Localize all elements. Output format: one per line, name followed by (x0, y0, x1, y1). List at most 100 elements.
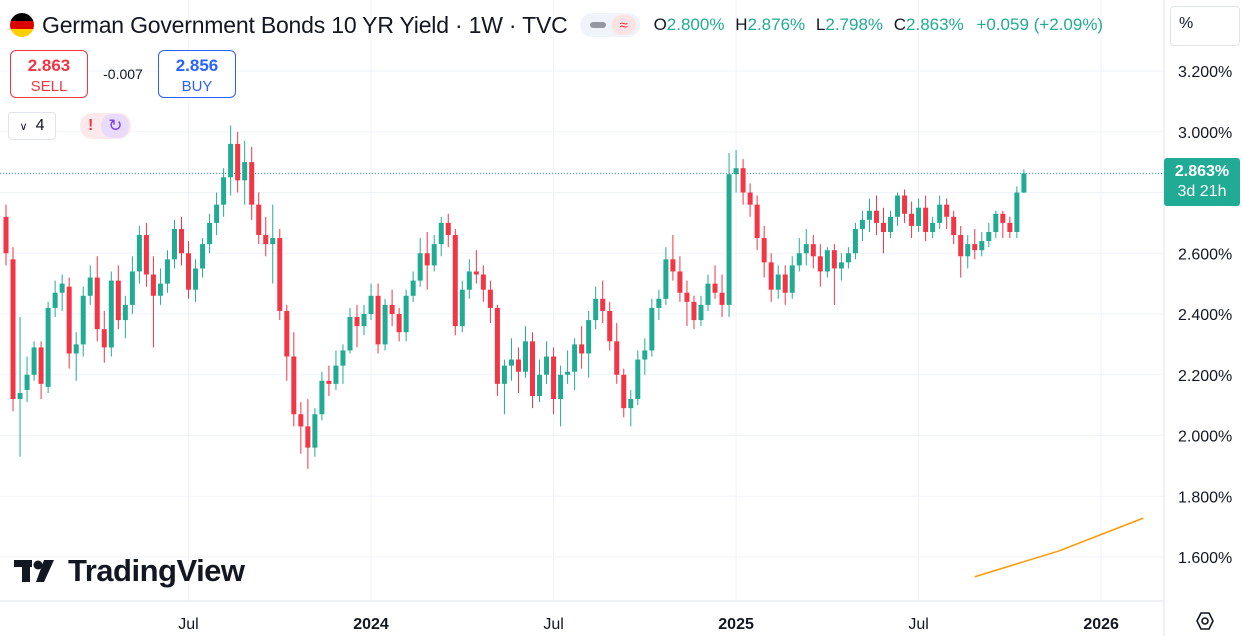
candle-body (424, 253, 430, 266)
candle-body (52, 292, 58, 308)
candle (930, 216, 936, 239)
candle (747, 183, 753, 217)
status-badges[interactable]: ! ↻ (80, 113, 132, 139)
minus-icon[interactable] (589, 22, 606, 28)
candle (677, 256, 683, 302)
candle-body (775, 274, 781, 290)
candle (445, 213, 451, 248)
candle (614, 323, 620, 384)
sell-button[interactable]: 2.863 SELL (10, 50, 88, 98)
time-tick-label: 2026 (1083, 616, 1119, 633)
candle-body (157, 283, 163, 296)
candle (740, 159, 746, 205)
candle-body (824, 250, 830, 272)
time-tick-label: Jul (908, 616, 928, 633)
candle-body (691, 301, 697, 321)
candle (796, 238, 802, 272)
candle (501, 359, 507, 415)
candle-body (649, 307, 655, 351)
candle (628, 389, 634, 427)
candle-body (396, 314, 402, 333)
exclamation-icon[interactable]: ! (88, 117, 94, 134)
candle (424, 231, 430, 290)
candle-body (501, 365, 507, 384)
candle-body (628, 399, 634, 409)
candle (101, 310, 107, 363)
candle (1007, 216, 1013, 239)
flag-stripe-gold (10, 29, 34, 37)
spread-value: -0.007 (103, 66, 143, 82)
candle-body (522, 341, 528, 372)
candle-body (438, 222, 444, 245)
candle-body (951, 216, 957, 236)
candle-body (572, 344, 578, 372)
settings-icon[interactable] (1194, 610, 1216, 632)
chevron-down-icon: ∨ (19, 120, 28, 133)
candle (810, 235, 816, 269)
candle (438, 216, 444, 257)
candle (551, 347, 557, 415)
candle (670, 235, 676, 281)
candle-body (242, 162, 248, 181)
candle-body (410, 280, 416, 296)
candle-body (382, 304, 388, 345)
candle (270, 204, 276, 284)
candle (761, 225, 767, 278)
candle-body (768, 262, 774, 290)
candle-body (417, 253, 423, 281)
buy-label: BUY (181, 78, 213, 95)
wave-icon[interactable]: ≈ (611, 15, 636, 35)
price-unit-button[interactable]: % (1170, 6, 1240, 46)
time-tick-label: 2024 (353, 616, 389, 633)
candle (951, 210, 957, 245)
candle-body (712, 283, 718, 293)
sync-icon[interactable]: ↻ (101, 114, 130, 138)
candle (494, 304, 500, 397)
candle-body (895, 195, 901, 217)
candle-body (607, 310, 613, 342)
tradingview-logo[interactable]: TradingView (14, 553, 245, 589)
time-tick-label: 2025 (718, 616, 754, 633)
candle (600, 280, 606, 324)
candle-body (979, 241, 985, 251)
indicator-visibility-pill[interactable]: ≈ (579, 13, 640, 37)
candle (452, 228, 458, 336)
candle-body (129, 271, 135, 305)
last-price-label: 2.863% 3d 21h (1164, 158, 1240, 206)
candle-body (235, 143, 241, 181)
time-axis[interactable]: Jul 2024 Jul 2025 Jul 2026 (178, 616, 1119, 633)
candle (164, 250, 170, 293)
symbol-title[interactable]: German Government Bonds 10 YR Yield · 1W… (42, 11, 568, 38)
candle-body (789, 265, 795, 293)
candle-body (958, 235, 964, 257)
candle (410, 271, 416, 302)
time-tick-label: Jul (178, 616, 198, 633)
candle (873, 195, 879, 236)
candle (895, 192, 901, 226)
indicators-toggle-button[interactable]: ∨ 4 (8, 112, 56, 140)
candle (754, 195, 760, 251)
candle (403, 289, 409, 342)
candle-body (403, 295, 409, 333)
candle (417, 238, 423, 287)
last-price-value: 2.863% (1174, 163, 1230, 180)
candle (866, 198, 872, 232)
candle (242, 140, 248, 205)
candle (656, 289, 662, 321)
candle-body (698, 304, 704, 321)
buy-button[interactable]: 2.856 BUY (158, 50, 236, 98)
price-tick-label: 1.800% (1178, 489, 1232, 506)
candle (66, 277, 72, 369)
candle (1021, 169, 1027, 194)
candle-body (923, 207, 929, 232)
candle-body (24, 374, 30, 390)
candle (10, 247, 16, 412)
candle-body (902, 195, 908, 214)
candle (923, 195, 929, 242)
candle (473, 250, 479, 284)
price-axis[interactable]: 3.200%3.000%2.800%2.600%2.400%2.200%2.00… (1178, 64, 1232, 567)
candle-body (515, 359, 521, 372)
candle (333, 350, 339, 390)
candle-body (972, 244, 978, 251)
